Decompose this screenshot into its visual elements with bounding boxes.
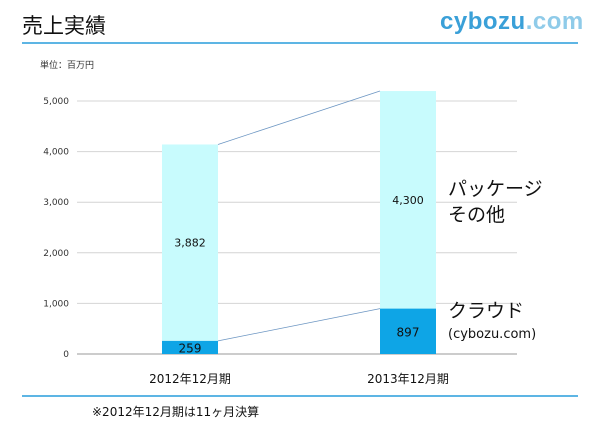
footnote: ※2012年12月期は11ヶ月決算 <box>92 405 260 419</box>
y-tick-label: 2,000 <box>43 249 69 259</box>
legend-package-line2: その他 <box>448 204 506 226</box>
bar-package <box>380 91 436 309</box>
bar-cloud <box>380 308 436 354</box>
data-label-package: 3,882 <box>174 237 206 250</box>
legend-cloud-label: クラウド <box>448 300 525 322</box>
legend-package: パッケージ その他 <box>448 176 543 228</box>
connector-line-cloud <box>217 308 381 342</box>
page-title: 売上実績 <box>22 14 106 38</box>
footer-divider <box>22 395 578 397</box>
data-label-package: 4,300 <box>392 194 424 207</box>
brand-logo-main: cybozu <box>440 8 526 35</box>
x-tick-label: 2012年12月期 <box>149 372 231 386</box>
brand-logo: cybozu.com <box>440 8 584 36</box>
y-tick-label: 0 <box>63 350 69 360</box>
bar-cloud <box>162 340 218 354</box>
y-tick-label: 1,000 <box>43 299 69 309</box>
x-tick-label: 2013年12月期 <box>367 372 449 386</box>
legend-package-line1: パッケージ <box>448 178 543 200</box>
bar-package <box>162 144 218 341</box>
connector-line-package <box>217 90 381 145</box>
data-label-cloud: 897 <box>397 325 420 339</box>
brand-logo-suffix: .com <box>525 8 584 35</box>
unit-label: 単位：百万円 <box>40 61 95 71</box>
data-label-cloud: 259 <box>179 341 202 355</box>
y-tick-label: 5,000 <box>43 97 69 107</box>
legend-cloud-sublabel: (cybozu.com) <box>448 327 537 342</box>
y-tick-label: 4,000 <box>43 148 69 158</box>
header-divider <box>22 42 578 44</box>
y-tick-label: 3,000 <box>43 198 69 208</box>
